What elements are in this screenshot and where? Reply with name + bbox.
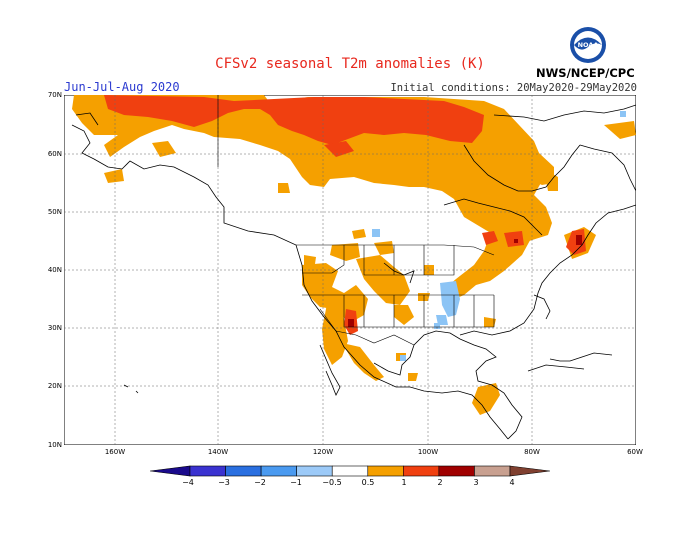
colorbar-segment xyxy=(438,465,475,477)
colorbar-tick: 2 xyxy=(437,478,443,487)
anomaly-blue-regions xyxy=(372,111,626,361)
colorbar-segment xyxy=(296,465,333,477)
forecast-period: Jun-Jul-Aug 2020 xyxy=(64,80,180,94)
colorbar-tick: −2 xyxy=(254,478,266,487)
chart-title: CFSv2 seasonal T2m anomalies (K) xyxy=(215,56,485,72)
political-boundaries xyxy=(217,95,495,346)
colorbar-segment xyxy=(260,465,297,477)
colorbar-tick: −0.5 xyxy=(322,478,342,487)
lat-label: 50N xyxy=(47,208,62,216)
lat-label: 40N xyxy=(47,266,62,274)
colorbar-tick: 0.5 xyxy=(361,478,375,487)
noaa-logo: NOAA xyxy=(570,27,606,63)
lon-label: 100W xyxy=(417,448,439,456)
colorbar-tick: −1 xyxy=(290,478,302,487)
anomaly-darkred-regions xyxy=(348,235,582,327)
colorbar-segment xyxy=(189,465,226,477)
lon-label: 60W xyxy=(627,448,643,456)
lon-label: 80W xyxy=(524,448,540,456)
colorbar-segment xyxy=(150,465,191,477)
colorbar-segment xyxy=(509,465,550,477)
lon-label: 160W xyxy=(104,448,126,456)
colorbar-tick: −3 xyxy=(218,478,230,487)
lat-label: 30N xyxy=(47,324,62,332)
lat-label: 60N xyxy=(47,150,62,158)
initial-conditions: Initial conditions: 20May2020-29May2020 xyxy=(390,82,637,94)
colorbar-segment xyxy=(403,465,440,477)
lon-label: 140W xyxy=(207,448,229,456)
colorbar-segment xyxy=(225,465,262,477)
colorbar-segment xyxy=(474,465,511,477)
logo-text: NOAA xyxy=(578,41,599,49)
lat-label: 20N xyxy=(47,382,62,390)
colorbar xyxy=(150,465,550,477)
graticule xyxy=(64,95,636,445)
agency-label: NWS/NCEP/CPC xyxy=(536,66,635,80)
lon-label: 120W xyxy=(312,448,334,456)
colorbar-segment xyxy=(367,465,404,477)
colorbar-tick: 3 xyxy=(473,478,479,487)
colorbar-tick: 1 xyxy=(401,478,407,487)
lat-label: 10N xyxy=(47,441,62,449)
lat-label: 70N xyxy=(47,91,62,99)
colorbar-tick: −4 xyxy=(182,478,194,487)
colorbar-tick: 4 xyxy=(509,478,515,487)
anomaly-map xyxy=(64,95,636,445)
colorbar-segment xyxy=(331,465,369,477)
